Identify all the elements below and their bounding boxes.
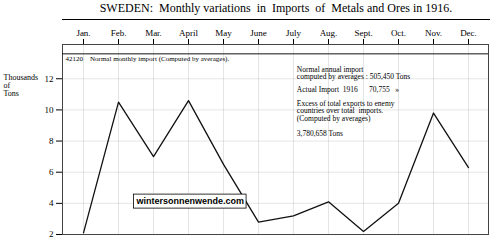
html-text:SWEDEN: Monthly variations in: SWEDEN: Monthly variations in Imports of…	[99, 1, 453, 15]
svg-text:3,780,658 Tons: 3,780,658 Tons	[297, 129, 343, 138]
svg-text:Feb.: Feb.	[111, 28, 127, 38]
svg-text:8: 8	[49, 136, 54, 146]
svg-text:Actual Import 1916 70,75: Actual Import 1916 70,755 »	[297, 85, 400, 94]
svg-text:4: 4	[49, 198, 54, 208]
svg-text:42120 Normal monthly import: 42120 Normal monthly import (Computed by…	[66, 55, 230, 63]
svg-text:Jan.: Jan.	[76, 28, 90, 38]
svg-text:Nov.: Nov.	[425, 28, 442, 38]
svg-text:2: 2	[49, 229, 54, 239]
svg-text:6: 6	[49, 167, 54, 177]
svg-text:Aug.: Aug.	[320, 28, 338, 38]
svg-text:wintersonnenwende.com: wintersonnenwende.com	[136, 196, 245, 206]
svg-text:Normal annual importcomputed b: Normal annual importcomputed by averages…	[297, 65, 411, 82]
svg-text:Dec.: Dec.	[460, 28, 477, 38]
svg-text:ThousandsofTons: ThousandsofTons	[4, 73, 39, 98]
svg-text:Sept.: Sept.	[354, 28, 372, 38]
svg-text:12: 12	[45, 74, 54, 84]
svg-text:June: June	[250, 28, 267, 38]
svg-text:10: 10	[45, 105, 55, 115]
svg-text:Mar.: Mar.	[145, 28, 162, 38]
svg-text:Oct.: Oct.	[391, 28, 406, 38]
svg-text:July: July	[286, 28, 302, 38]
svg-text:May: May	[215, 28, 232, 38]
svg-text:Excess of total exports to ene: Excess of total exports to enemycountrie…	[297, 99, 395, 123]
svg-text:April: April	[179, 28, 198, 38]
